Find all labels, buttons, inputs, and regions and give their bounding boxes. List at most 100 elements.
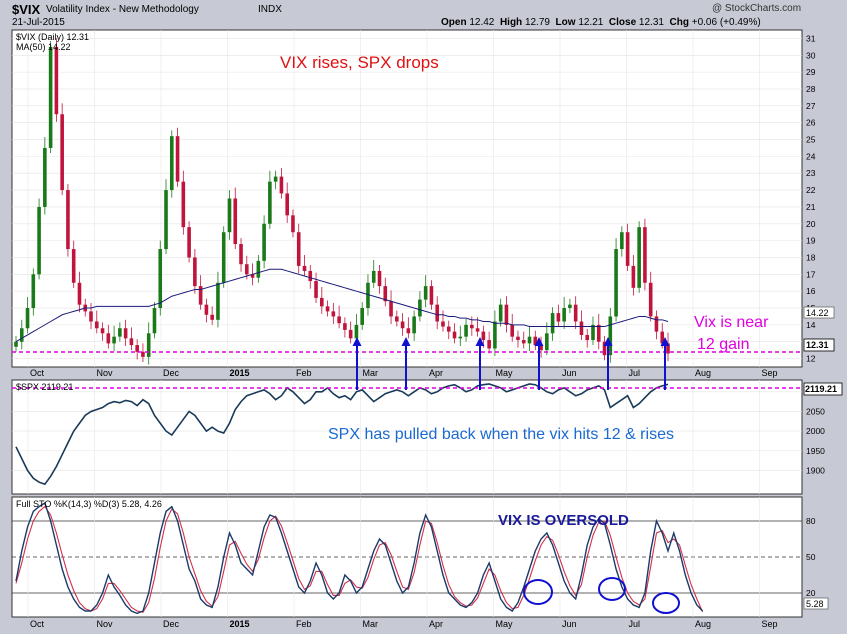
candle-body — [343, 323, 347, 330]
candle-body — [66, 190, 70, 250]
candle-body — [14, 341, 18, 347]
oversold-circle-1 — [523, 579, 553, 605]
candle-body — [268, 181, 272, 224]
candle-body — [233, 198, 238, 244]
y-tick-label: 20 — [806, 588, 816, 598]
candle-body — [631, 265, 636, 288]
y-tick-label: 23 — [806, 168, 816, 178]
x-tick-label: Sep — [762, 368, 778, 378]
y-tick-label: 14 — [806, 320, 816, 330]
candle-body — [418, 299, 422, 317]
candle-body — [648, 282, 653, 317]
candle-body — [239, 243, 243, 265]
x-tick-label: Mar — [363, 619, 379, 629]
candle-body — [106, 333, 111, 344]
candle-body — [331, 311, 336, 317]
candle-body — [475, 328, 480, 332]
candle-body — [596, 324, 601, 342]
candle-body — [89, 311, 93, 322]
candle-body — [637, 227, 641, 288]
y-tick-label: 16 — [806, 286, 816, 296]
candle-body — [210, 314, 214, 320]
x-tick-label: Apr — [429, 619, 443, 629]
open-label: Open — [441, 17, 467, 28]
y-tick-label: 24 — [806, 151, 816, 161]
annotation-spx-pulled-back: SPX has pulled back when the vix hits 12… — [328, 426, 674, 443]
x-tick-label: Sep — [762, 619, 778, 629]
candle-body — [152, 308, 157, 334]
candle-body — [545, 333, 549, 351]
candle-body — [400, 321, 405, 329]
candle-body — [371, 270, 376, 283]
candle-body — [585, 334, 590, 341]
x-tick-label: Aug — [695, 368, 711, 378]
chart-date: 21-Jul-2015 — [12, 17, 65, 28]
candle-body — [308, 270, 313, 282]
y-tick-label: 12 — [806, 354, 816, 364]
candle-body — [573, 304, 578, 322]
candle-body — [550, 313, 555, 334]
candle-body — [666, 343, 670, 354]
y-tick-label: 19 — [806, 236, 816, 246]
x-tick-label: Dec — [163, 368, 180, 378]
candle-body — [614, 249, 618, 317]
candle-body — [135, 345, 139, 352]
candle-body — [250, 274, 255, 278]
vix-legend: $VIX (Daily) 12.31 — [16, 32, 89, 42]
candle-body — [348, 329, 353, 339]
y-tick-label: 22 — [806, 185, 816, 195]
candle-body — [31, 274, 36, 309]
candle-body — [25, 308, 30, 329]
close-value: 12.31 — [638, 17, 664, 28]
candle-body — [37, 206, 41, 275]
candle-body — [158, 249, 163, 309]
candle-body — [366, 282, 370, 309]
candle-body — [602, 341, 607, 356]
x-tick-label: Jul — [629, 368, 641, 378]
arrow-head — [603, 337, 613, 346]
candle-body — [198, 286, 203, 305]
candle-body — [216, 282, 220, 320]
low-label: Low — [555, 17, 576, 28]
open-value: 12.42 — [469, 17, 495, 28]
candle-body — [112, 336, 116, 344]
candle-body — [221, 232, 226, 283]
ma50-line — [15, 268, 669, 343]
x-tick-label: Dec — [163, 619, 180, 629]
candle-body — [660, 331, 665, 344]
quote-line: Open 12.42 High 12.79 Low 12.21 Close 12… — [441, 17, 761, 28]
sto-value-tag: 5.28 — [806, 599, 824, 609]
candle-body — [279, 176, 284, 194]
watermark: @ StockCharts.com — [712, 3, 802, 14]
vix-value-tag-bg — [803, 338, 835, 352]
y-tick-label: 50 — [806, 552, 816, 562]
candle-body — [19, 328, 24, 342]
candle-body — [181, 181, 186, 228]
candle-body — [227, 198, 232, 233]
y-tick-label: 31 — [806, 33, 816, 43]
ma-value-tag-bg — [803, 306, 835, 319]
x-tick-label: 2015 — [230, 619, 250, 629]
arrow-head — [534, 337, 544, 346]
sto-legend: Full STO %K(14,3) %D(3) 5.28, 4.26 — [16, 499, 162, 509]
vix-value-tag: 12.31 — [806, 340, 829, 350]
x-tick-label: Nov — [97, 619, 114, 629]
candle-body — [164, 190, 168, 250]
candle-body — [291, 215, 295, 233]
x-tick-label: 2015 — [230, 368, 250, 378]
candle-body — [377, 270, 382, 287]
y-tick-label: 28 — [806, 84, 816, 94]
candle-body — [273, 176, 278, 182]
candle-body — [446, 326, 451, 332]
candle-body — [527, 336, 532, 344]
high-value: 12.79 — [524, 17, 550, 28]
y-tick-label: 30 — [806, 50, 816, 60]
y-tick-label: 1900 — [806, 465, 825, 475]
arrow-head — [660, 337, 670, 346]
candle-body — [129, 338, 134, 346]
candle-body — [470, 324, 474, 329]
y-tick-label: 80 — [806, 516, 816, 526]
candle-body — [458, 336, 463, 339]
candle-body — [452, 331, 457, 339]
candle-body — [435, 304, 440, 322]
